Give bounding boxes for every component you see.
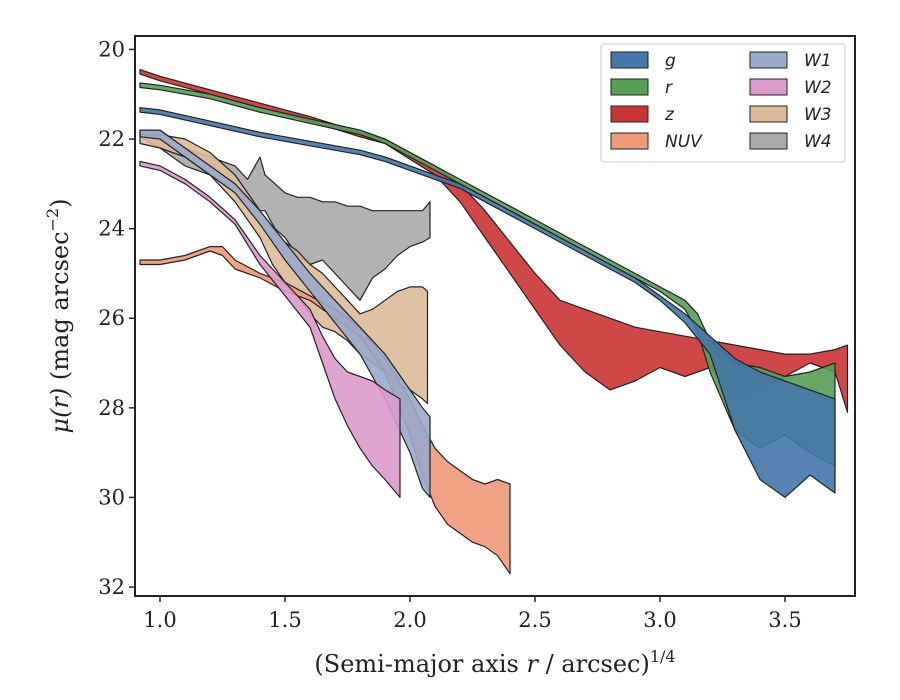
y-axis-label-mu: μ(r)	[46, 388, 74, 434]
x-tick-label: 1.0	[143, 608, 176, 632]
legend-swatch-w2	[749, 78, 788, 96]
y-axis-label-units: (mag arcsec	[46, 231, 74, 387]
legend: grz NUV W1 W2 W3 W4	[600, 43, 846, 163]
legend-label-z: z	[664, 105, 675, 125]
x-tick-label: 2.0	[393, 608, 426, 632]
series-band-w2	[139, 160, 401, 498]
x-axis-label: (Semi-major axis r / arcsec)1/4	[314, 647, 675, 678]
y-tick-label: 28	[98, 396, 125, 420]
x-tick-label: 2.5	[518, 608, 551, 632]
legend-swatch-r	[610, 78, 649, 96]
x-tick-label: 3.5	[768, 608, 801, 632]
series-band-g	[139, 107, 836, 498]
y-axis-label-exponent: −2	[43, 208, 62, 232]
legend-label-w4: W4	[804, 132, 832, 152]
legend-swatch-w4	[749, 132, 788, 150]
y-tick-label: 22	[98, 127, 125, 151]
x-tick-label: 1.5	[268, 608, 301, 632]
y-tick-label: 30	[98, 485, 125, 509]
legend-label-w3: W3	[804, 105, 832, 125]
legend-swatch-g	[610, 51, 649, 69]
y-axis-label: μ(r) (mag arcsec−2)	[43, 199, 74, 434]
legend-label-nuv: NUV	[665, 132, 703, 152]
legend-swatch-w3	[749, 105, 788, 123]
series-layer	[139, 69, 849, 575]
y-tick-label: 26	[98, 306, 125, 330]
y-axis: 20 22 24 26 28 30 32	[98, 37, 135, 599]
x-axis: 1.0 1.5 2.0 2.5 3.0 3.5	[143, 596, 802, 632]
x-axis-label-suffix: / arcsec)	[538, 650, 650, 678]
plot-frame	[134, 35, 856, 597]
legend-label-w2: W2	[804, 78, 832, 98]
x-axis-label-prefix: (Semi-major axis	[314, 650, 526, 678]
legend-swatch-w1	[749, 51, 788, 69]
series-band-nuv	[139, 246, 511, 575]
y-tick-label: 32	[98, 575, 125, 599]
x-tick-label: 3.0	[643, 608, 676, 632]
y-tick-label: 20	[98, 37, 125, 61]
legend-label-r: r	[665, 78, 673, 98]
legend-label-g: g	[665, 51, 676, 71]
legend-swatch-nuv	[610, 132, 649, 150]
series-band-w1	[139, 129, 431, 498]
y-tick-label: 24	[98, 217, 125, 241]
legend-label-w1: W1	[804, 51, 832, 71]
legend-swatch-z	[610, 105, 649, 123]
x-axis-label-exponent: 1/4	[650, 647, 676, 666]
x-axis-label-variable: r	[526, 650, 539, 678]
y-axis-label-suffix: )	[46, 199, 74, 208]
